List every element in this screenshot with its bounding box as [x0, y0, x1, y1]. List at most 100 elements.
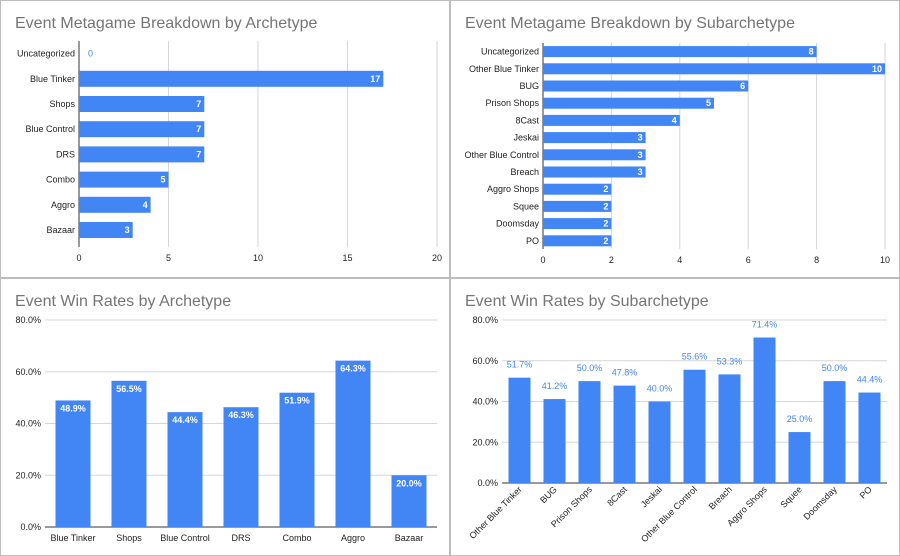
- y-tick-label: 60.0%: [15, 367, 41, 377]
- category-label-doomsday: Doomsday: [801, 484, 839, 522]
- archetype-winrate-chart: Event Win Rates by Archetype 0.0% 20.0% 40.…: [0, 278, 450, 556]
- category-label-drs: DRS: [231, 533, 250, 543]
- bar-uncategorized: [543, 46, 817, 58]
- y-tick-label: 0.0%: [20, 522, 41, 532]
- bar-other-blue-tinker: [543, 63, 885, 75]
- value-label-blue-control: 44.4%: [172, 415, 198, 425]
- bar-aggro: [79, 196, 151, 213]
- category-label-shops: Shops: [116, 533, 142, 543]
- value-label-uncategorized: 0: [88, 49, 93, 59]
- category-label-prison-shops: Prison Shops: [485, 98, 539, 108]
- value-label-drs: 46.3%: [228, 410, 254, 420]
- bar-combo: [79, 171, 169, 188]
- value-label-prison-shops: 50.0%: [577, 363, 603, 373]
- value-label-shops: 7: [196, 99, 201, 109]
- category-label-aggro-shops: Aggro Shops: [487, 184, 540, 194]
- category-label-combo: Combo: [282, 533, 311, 543]
- category-label-other-blue-control: Other Blue Control: [464, 150, 539, 160]
- bar-doomsday: [823, 381, 846, 483]
- value-label-jeskai: 3: [638, 133, 643, 143]
- y-tick-label: 20.0%: [472, 437, 498, 447]
- bar-aggro-shops: [753, 337, 776, 483]
- category-label-po: PO: [858, 484, 874, 500]
- value-label-blue-control: 7: [196, 124, 201, 134]
- bar-aggro: [335, 360, 371, 527]
- value-label-jeskai: 40.0%: [647, 384, 673, 394]
- category-label-aggro: Aggro: [341, 533, 365, 543]
- category-label-squee: Squee: [513, 201, 539, 211]
- bar-drs: [223, 407, 259, 527]
- value-label-blue-tinker: 17: [370, 74, 380, 84]
- value-label-shops: 56.5%: [116, 384, 142, 394]
- category-label-drs: DRS: [56, 149, 75, 159]
- value-label-8cast: 4: [672, 115, 677, 125]
- x-tick-label: 6: [746, 255, 751, 265]
- bar-po: [858, 392, 881, 483]
- x-tick-label: 15: [342, 253, 352, 263]
- x-tick-label: 0: [76, 253, 81, 263]
- bar-squee: [788, 432, 811, 483]
- category-label-bug: BUG: [538, 484, 559, 505]
- bar-bazaar: [79, 222, 133, 238]
- y-tick-label: 0.0%: [477, 478, 498, 488]
- category-label-jeskai: Jeskai: [639, 484, 664, 509]
- value-label-breach: 3: [638, 167, 643, 177]
- category-label-po: PO: [526, 236, 539, 246]
- category-label-bug: BUG: [519, 81, 539, 91]
- category-label-breach: Breach: [510, 167, 539, 177]
- category-label-bazaar: Bazaar: [46, 225, 75, 235]
- bar-blue-tinker: [55, 400, 91, 527]
- value-label-uncategorized: 8: [809, 47, 814, 57]
- value-label-other-blue-control: 3: [638, 150, 643, 160]
- y-tick-label: 20.0%: [15, 470, 41, 480]
- bar-blue-control: [167, 412, 203, 527]
- bar-other-blue-control: [543, 149, 646, 161]
- bar-blue-control: [79, 121, 205, 138]
- bar-other-blue-tinker: [508, 377, 531, 483]
- bar-other-blue-control: [683, 369, 706, 483]
- bar-jeskai: [648, 401, 671, 483]
- bar-shops: [111, 380, 147, 527]
- value-label-aggro-shops: 71.4%: [752, 320, 778, 330]
- category-label-aggro: Aggro: [51, 200, 75, 210]
- x-tick-label: 10: [880, 255, 890, 265]
- category-label-squee: Squee: [778, 484, 803, 509]
- x-tick-label: 10: [253, 253, 263, 263]
- x-tick-label: 20: [432, 253, 442, 263]
- value-label-bug: 6: [740, 81, 745, 91]
- subarchetype-winrate-chart: Event Win Rates by Subarchetype 0.0% 20.0%…: [450, 278, 900, 556]
- x-tick-label: 2: [609, 255, 614, 265]
- bar-breach: [543, 166, 646, 178]
- category-label-bazaar: Bazaar: [395, 533, 424, 543]
- value-label-combo: 5: [160, 175, 165, 185]
- bar-bazaar: [391, 475, 427, 527]
- bar-breach: [718, 374, 741, 483]
- subarchetype-breakdown-chart: Event Metagame Breakdown by Subarchetype…: [450, 0, 900, 278]
- value-label-other-blue-control: 55.6%: [682, 352, 708, 362]
- bar-8cast: [543, 114, 680, 126]
- category-label-breach: Breach: [707, 484, 734, 511]
- bar-8cast: [613, 385, 636, 483]
- value-label-squee: 2: [603, 201, 608, 211]
- value-label-other-blue-tinker: 10: [872, 64, 882, 74]
- category-label-other-blue-tinker: Other Blue Tinker: [467, 484, 524, 541]
- value-label-po: 44.4%: [857, 375, 883, 385]
- bar-aggro-shops: [543, 183, 612, 195]
- category-label-blue-control: Blue Control: [160, 533, 210, 543]
- value-label-po: 2: [603, 236, 608, 246]
- x-tick-label: 5: [166, 253, 171, 263]
- value-label-bug: 41.2%: [542, 381, 568, 391]
- category-label-other-blue-tinker: Other Blue Tinker: [469, 64, 539, 74]
- value-label-blue-tinker: 48.9%: [60, 403, 86, 413]
- bar-doomsday: [543, 218, 612, 230]
- bar-shops: [79, 96, 205, 112]
- y-tick-label: 80.0%: [472, 315, 498, 325]
- bar-prison-shops: [543, 97, 714, 109]
- value-label-other-blue-tinker: 51.7%: [507, 360, 533, 370]
- value-label-bazaar: 3: [125, 225, 130, 235]
- y-tick-label: 40.0%: [15, 419, 41, 429]
- value-label-aggro-shops: 2: [603, 184, 608, 194]
- category-label-blue-tinker: Blue Tinker: [50, 533, 95, 543]
- value-label-squee: 25.0%: [787, 414, 813, 424]
- value-label-breach: 53.3%: [717, 356, 743, 366]
